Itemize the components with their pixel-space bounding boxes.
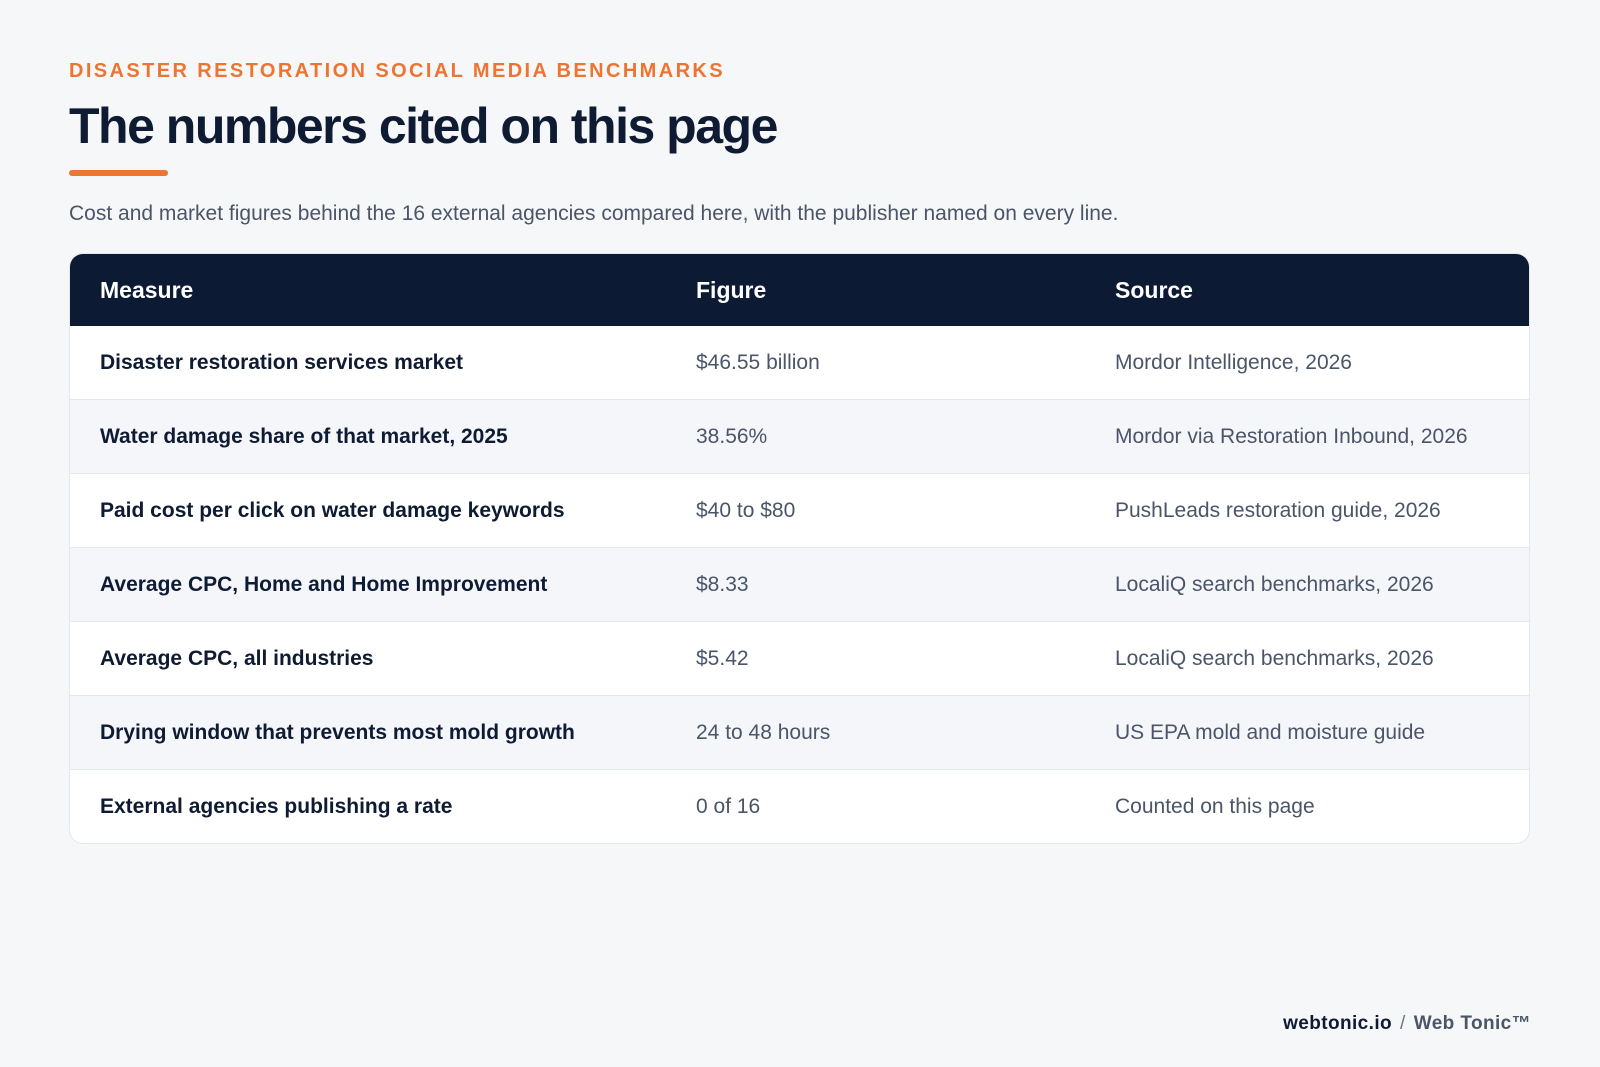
figure-cell: $5.42	[678, 621, 1103, 696]
footer-separator: /	[1400, 1013, 1406, 1034]
source-cell: US EPA mold and moisture guide	[1103, 695, 1529, 770]
footer-brand: Web Tonic™	[1413, 1013, 1531, 1034]
title-accent-bar	[69, 170, 168, 176]
column-header-source: Source	[1103, 254, 1529, 326]
source-cell: Mordor via Restoration Inbound, 2026	[1103, 399, 1529, 474]
table-row: Average CPC, Home and Home Improvement $…	[70, 547, 1529, 622]
eyebrow-label: DISASTER RESTORATION SOCIAL MEDIA BENCHM…	[69, 60, 726, 82]
figure-cell: 24 to 48 hours	[678, 695, 1103, 770]
figure-cell: $46.55 billion	[696, 351, 820, 374]
table-row: Paid cost per click on water damage keyw…	[70, 473, 1529, 548]
measure-cell: Water damage share of that market, 2025	[70, 399, 678, 474]
figure-cell: 38.56%	[678, 399, 1103, 474]
measure-cell: Average CPC, Home and Home Improvement	[70, 547, 678, 622]
source-cell: Counted on this page	[1103, 769, 1529, 843]
benchmarks-table-card: Measure Figure Source Disaster restorati…	[69, 253, 1530, 844]
measure-cell: External agencies publishing a rate	[70, 769, 678, 843]
table-row: Water damage share of that market, 2025 …	[70, 399, 1529, 474]
table-header-row: Measure Figure Source	[70, 254, 1529, 326]
page-title: The numbers cited on this page	[69, 98, 778, 154]
column-header-measure: Measure	[70, 254, 678, 326]
figure-cell: $8.33	[678, 547, 1103, 622]
measure-cell: Disaster restoration services market	[100, 351, 464, 374]
figure-cell: 0 of 16	[678, 769, 1103, 843]
source-cell: Mordor Intelligence, 2026	[1115, 351, 1352, 374]
table-row: Disaster restoration services market $46…	[70, 326, 1529, 400]
source-cell: LocaliQ search benchmarks, 2026	[1103, 547, 1529, 622]
page-subtitle: Cost and market figures behind the 16 ex…	[69, 202, 1119, 225]
measure-cell: Paid cost per click on water damage keyw…	[70, 473, 678, 548]
measure-cell: Drying window that prevents most mold gr…	[70, 695, 678, 770]
table-row: External agencies publishing a rate 0 of…	[70, 769, 1529, 843]
measure-cell: Average CPC, all industries	[70, 621, 678, 696]
benchmarks-table: Measure Figure Source Disaster restorati…	[70, 254, 1529, 843]
table-row: Average CPC, all industries $5.42 Locali…	[70, 621, 1529, 696]
figure-cell: $40 to $80	[678, 473, 1103, 548]
source-cell: LocaliQ search benchmarks, 2026	[1103, 621, 1529, 696]
column-header-figure: Figure	[678, 254, 1103, 326]
footer-site-link[interactable]: webtonic.io	[1283, 1013, 1393, 1034]
source-cell: PushLeads restoration guide, 2026	[1103, 473, 1529, 548]
table-row: Drying window that prevents most mold gr…	[70, 695, 1529, 770]
page-content: DISASTER RESTORATION SOCIAL MEDIA BENCHM…	[69, 58, 1530, 844]
footer-credit: webtonic.io / Web Tonic™	[1283, 1012, 1531, 1036]
